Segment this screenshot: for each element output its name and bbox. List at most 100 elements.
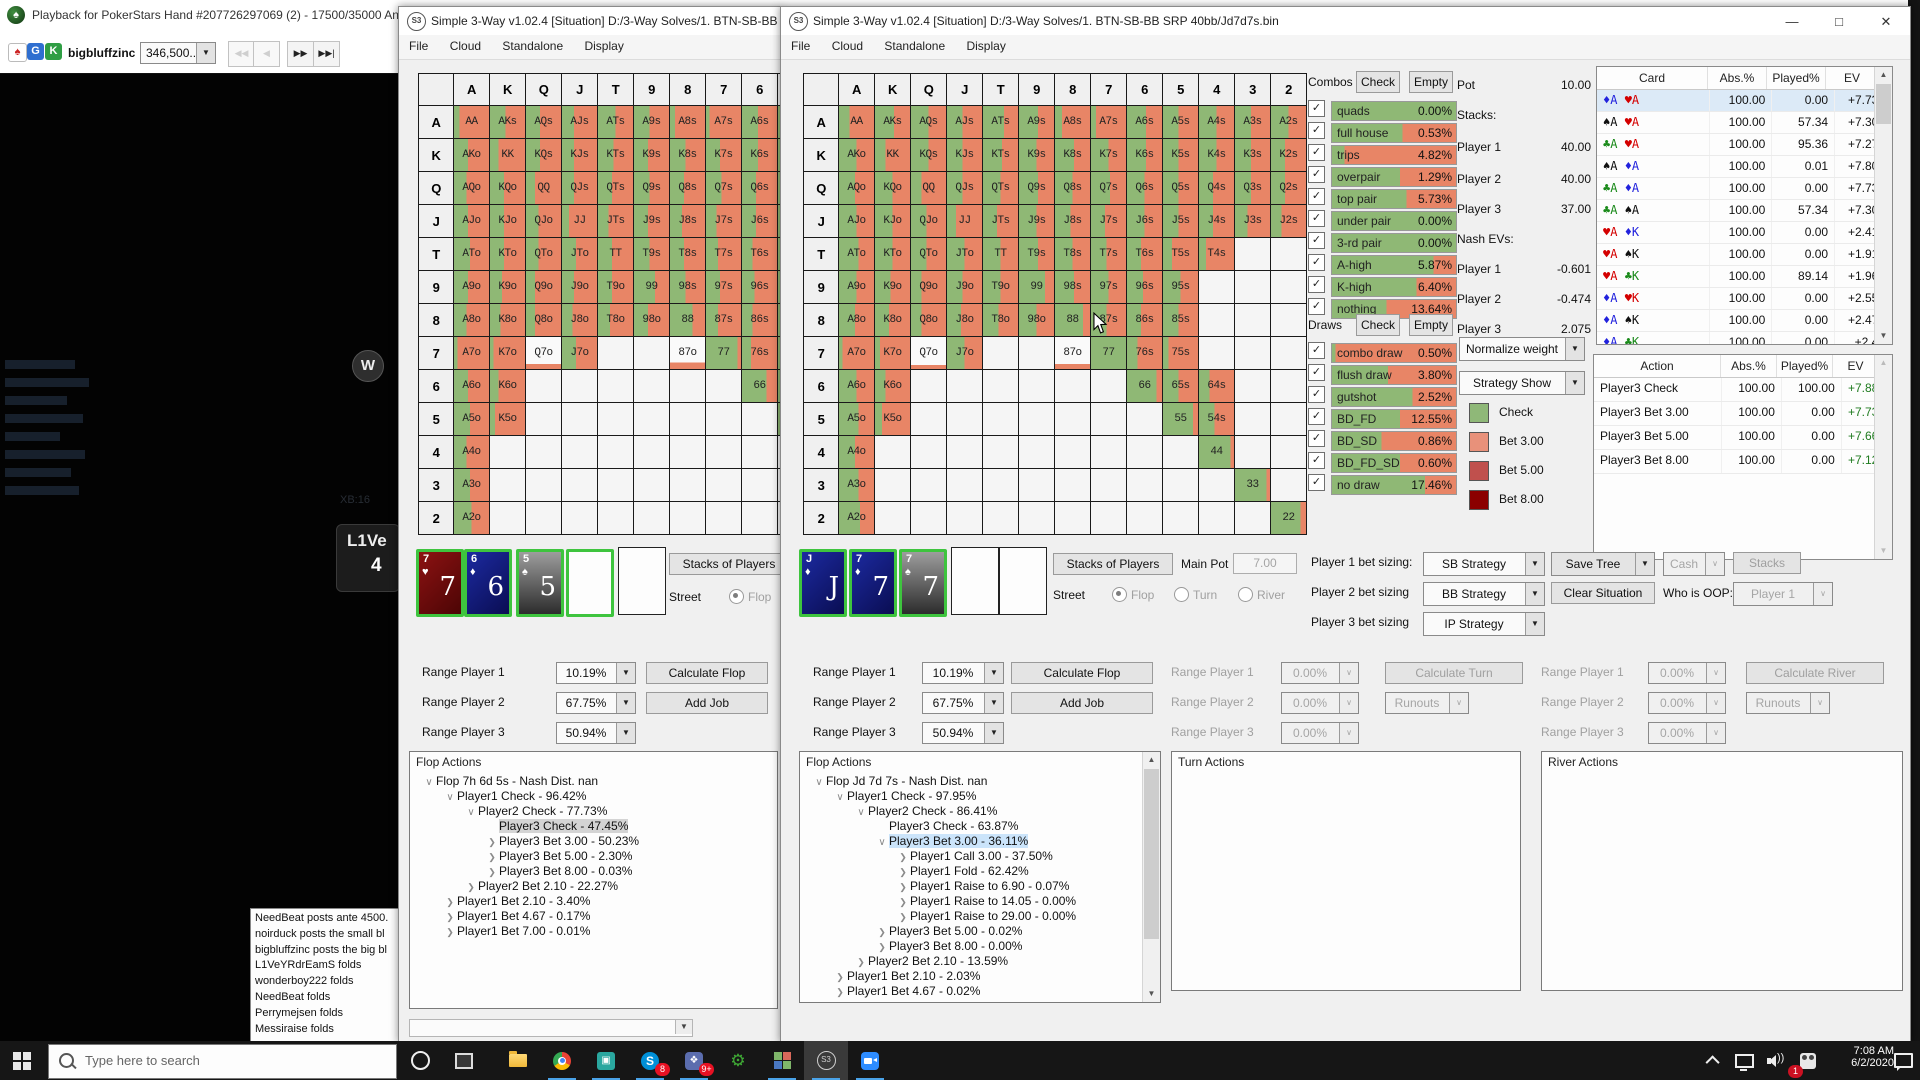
cash-select[interactable]: Cash ∨ [1663,552,1725,576]
hand-cell[interactable]: J6s [1127,205,1162,237]
tree-node[interactable]: ∨ Flop Jd 7d 7s - Nash Dist. nan [815,774,988,788]
hand-cell[interactable] [1199,502,1234,534]
hand-cell[interactable]: KK [875,139,910,171]
hand-cell[interactable]: Q9s [1019,172,1054,204]
hand-cell[interactable]: 98s [670,271,705,303]
hand-cell[interactable]: ATo [839,238,874,270]
action-center-icon[interactable] [1886,1041,1920,1080]
hand-cell[interactable] [1271,238,1306,270]
hand-cell[interactable]: A5s [778,106,781,138]
hand-cell[interactable] [1271,403,1306,435]
hand-cell[interactable]: J9s [634,205,669,237]
category-checkbox[interactable]: ✓ [1308,166,1325,183]
hand-cell[interactable]: A5o [454,403,489,435]
file-explorer-icon[interactable] [496,1041,540,1080]
hand-cell[interactable] [1163,436,1198,468]
street-river-radio[interactable] [1238,587,1253,602]
hand-cell[interactable]: KTs [598,139,633,171]
hand-cell[interactable] [1055,436,1090,468]
hand-cell[interactable]: T4s [1199,238,1234,270]
hand-cell[interactable]: T6s [742,238,777,270]
solver-window-back[interactable]: S3 Simple 3-Way v1.02.4 [Situation] D:/3… [398,6,782,1043]
hand-cell[interactable] [634,469,669,501]
hand-cell[interactable] [1127,502,1162,534]
hand-cell[interactable]: 88 [1055,304,1090,336]
hand-cell[interactable]: T9o [598,271,633,303]
p1-bet-sizing-select[interactable]: SB Strategy ▼ [1423,552,1545,576]
category-checkbox[interactable]: ✓ [1308,386,1325,403]
clear-situation-button[interactable]: Clear Situation [1551,582,1655,604]
hand-cell[interactable]: KTo [490,238,525,270]
hand-cell[interactable]: QJs [562,172,597,204]
hand-cell[interactable] [1127,469,1162,501]
category-checkbox[interactable]: ✓ [1308,232,1325,249]
hand-cell[interactable]: T5s [1163,238,1198,270]
hand-cell[interactable] [1091,370,1126,402]
category-checkbox[interactable]: ✓ [1308,408,1325,425]
hand-cell[interactable] [706,436,741,468]
board-card-2[interactable]: 6 ♦ 6 [464,549,512,617]
vertical-scrollbar[interactable]: ▲ ▼ [1874,355,1892,559]
tree-node[interactable]: ∨ Player1 Check - 97.95% [836,789,977,803]
normalize-weight-select[interactable]: Normalize weight ▼ [1459,337,1585,361]
empty-card-slot[interactable] [566,549,614,617]
hand-cell[interactable]: JJ [947,205,982,237]
hand-cell[interactable]: A8s [670,106,705,138]
hand-cell[interactable]: KTs [983,139,1018,171]
hand-cell[interactable]: A8o [454,304,489,336]
hand-cell[interactable] [983,370,1018,402]
hand-cell[interactable]: AQs [911,106,946,138]
hand-cell[interactable]: 98o [1019,304,1054,336]
hand-cell[interactable] [1235,370,1270,402]
hand-cell[interactable] [911,502,946,534]
hand-cell[interactable]: J4s [1199,205,1234,237]
empty-card-slot[interactable] [618,547,666,615]
hand-cell[interactable] [490,502,525,534]
playback-end-button[interactable]: ▶▶| [313,41,340,67]
volume-icon[interactable]: )) [1760,1041,1792,1080]
hand-cell[interactable]: 88 [670,304,705,336]
hand-cell[interactable]: Q8s [1055,172,1090,204]
menu-standalone[interactable]: Standalone [884,39,946,53]
empty-card-slot[interactable] [951,547,999,615]
hand-cell[interactable]: AJo [839,205,874,237]
oop-player-select[interactable]: Player 1 ∨ [1733,582,1833,606]
hand-cell[interactable]: 55 [1163,403,1198,435]
hand-cell[interactable]: T7s [706,238,741,270]
hand-cell[interactable]: Q9s [634,172,669,204]
playback-next-button[interactable]: ▶▶ [287,41,314,67]
hand-cell[interactable]: 98o [634,304,669,336]
range-player3-select[interactable]: 50.94% ▼ [556,722,636,744]
hand-cell[interactable]: A9s [1019,106,1054,138]
hand-cell[interactable]: ATs [598,106,633,138]
hand-cell[interactable]: K8o [490,304,525,336]
hand-cell[interactable]: K6s [1127,139,1162,171]
hand-cell[interactable] [562,436,597,468]
hand-cell[interactable] [562,502,597,534]
strategy-show-select[interactable]: Strategy Show ▼ [1459,371,1585,395]
maximize-button[interactable]: □ [1816,7,1862,36]
tree-node[interactable]: ❯ Player3 Bet 8.00 - 0.03% [488,864,633,878]
hand-cell[interactable] [490,436,525,468]
river-range2-select[interactable]: 0.00% ∨ [1648,692,1726,714]
cortana-icon[interactable] [398,1041,442,1080]
action-row[interactable]: Player3 Bet 8.00 100.00 0.00 +7.124 [1594,450,1892,474]
hand-cell[interactable]: Q5s [1163,172,1198,204]
add-job-button[interactable]: Add Job [1011,692,1153,714]
hand-cell[interactable]: 95s [1163,271,1198,303]
range-player2-select[interactable]: 67.75% ▼ [922,692,1004,714]
hand-cell[interactable]: JTs [598,205,633,237]
hand-cell[interactable]: AKs [875,106,910,138]
save-tree-button[interactable]: Save Tree ▼ [1551,552,1655,576]
hand-cell[interactable]: AA [454,106,489,138]
hand-cell[interactable]: 76s [742,337,777,369]
tree-node[interactable]: ❯ Player1 Bet 7.00 - 0.01% [446,924,591,938]
card-combo-row[interactable]: ♣A ♦A 100.00 0.00 +7.733 [1597,178,1892,200]
hand-cell[interactable]: Q7o [911,337,946,369]
hand-cell[interactable]: A4s [1199,106,1234,138]
hand-cell[interactable]: KQs [911,139,946,171]
hand-cell[interactable]: AQs [526,106,561,138]
card-combo-row[interactable]: ♥A ♦K 100.00 0.00 +2.410 [1597,222,1892,244]
tree-node[interactable]: ∨ Player3 Bet 3.00 - 36.11% [878,834,1029,848]
hand-cell[interactable]: K3s [1235,139,1270,171]
